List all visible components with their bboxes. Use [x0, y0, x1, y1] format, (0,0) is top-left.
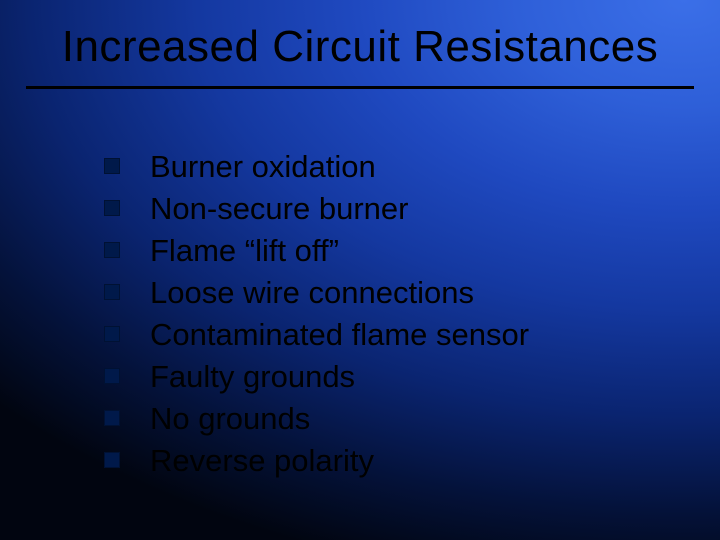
list-item: Flame “lift off”	[104, 229, 529, 271]
list-item: No grounds	[104, 397, 529, 439]
list-item: Burner oxidation	[104, 145, 529, 187]
bullet-text: Contaminated flame sensor	[150, 319, 529, 350]
bullet-text: No grounds	[150, 403, 310, 434]
bullet-text: Reverse polarity	[150, 445, 374, 476]
bullet-list: Burner oxidation Non-secure burner Flame…	[104, 145, 529, 481]
slide: Increased Circuit Resistances Burner oxi…	[0, 0, 720, 540]
list-item: Faulty grounds	[104, 355, 529, 397]
square-bullet-icon	[104, 284, 120, 300]
bullet-text: Loose wire connections	[150, 277, 474, 308]
square-bullet-icon	[104, 242, 120, 258]
list-item: Contaminated flame sensor	[104, 313, 529, 355]
slide-title: Increased Circuit Resistances	[0, 22, 720, 72]
list-item: Reverse polarity	[104, 439, 529, 481]
bullet-text: Burner oxidation	[150, 151, 376, 182]
bullet-text: Flame “lift off”	[150, 235, 339, 266]
square-bullet-icon	[104, 368, 120, 384]
square-bullet-icon	[104, 200, 120, 216]
bullet-text: Non-secure burner	[150, 193, 408, 224]
square-bullet-icon	[104, 410, 120, 426]
square-bullet-icon	[104, 452, 120, 468]
list-item: Non-secure burner	[104, 187, 529, 229]
title-underline	[26, 86, 694, 89]
bullet-text: Faulty grounds	[150, 361, 355, 392]
square-bullet-icon	[104, 326, 120, 342]
list-item: Loose wire connections	[104, 271, 529, 313]
square-bullet-icon	[104, 158, 120, 174]
